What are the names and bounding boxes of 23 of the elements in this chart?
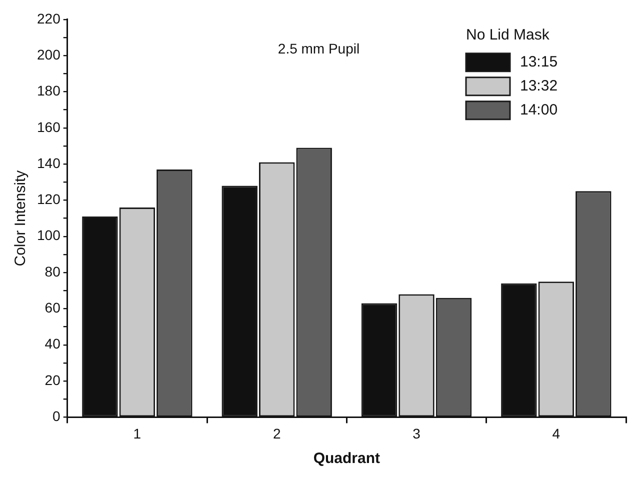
x-tick-label: 1 xyxy=(133,425,142,442)
y-tick-label: 60 xyxy=(44,300,61,316)
y-tick-label: 120 xyxy=(37,191,61,208)
y-tick-label: 140 xyxy=(37,154,61,171)
x-axis-title: Quadrant xyxy=(313,450,380,468)
legend-label: 13:15 xyxy=(520,54,558,71)
y-tick-label: 40 xyxy=(44,336,61,352)
y-tick-label: 0 xyxy=(52,408,61,424)
y-tick-label: 200 xyxy=(37,46,61,62)
y-tick-label: 80 xyxy=(44,263,61,280)
y-tick-label: 160 xyxy=(37,118,61,135)
legend-label: 13:32 xyxy=(520,78,558,95)
x-tick-label: 2 xyxy=(272,425,281,442)
legend-title: No Lid Mask xyxy=(466,26,550,44)
y-axis-title: Color Intensity xyxy=(12,170,30,266)
y-tick-label: 220 xyxy=(37,10,61,26)
legend-label: 14:00 xyxy=(520,102,558,119)
x-tick-label: 3 xyxy=(412,425,421,442)
x-tick-label: 4 xyxy=(552,425,560,442)
y-tick-label: 180 xyxy=(37,82,61,99)
annotation: 2.5 mm Pupil xyxy=(278,40,360,56)
y-tick-label: 100 xyxy=(37,227,61,244)
y-tick-label: 20 xyxy=(44,372,61,388)
